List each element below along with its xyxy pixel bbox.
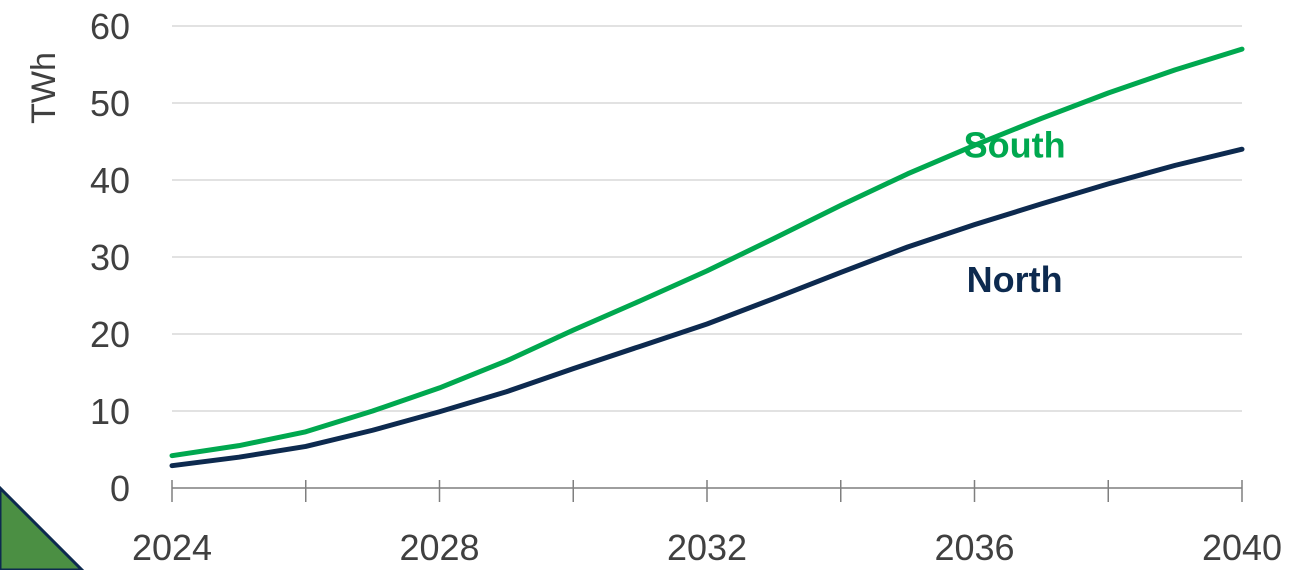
x-axis bbox=[171, 480, 1243, 502]
decorative-corner-triangle bbox=[0, 485, 85, 570]
y-tick-label: 10 bbox=[90, 391, 130, 432]
x-tick-label: 2032 bbox=[667, 527, 747, 568]
x-tick-label: 2028 bbox=[399, 527, 479, 568]
y-tick-label: 40 bbox=[90, 160, 130, 201]
y-tick-label: 60 bbox=[90, 6, 130, 47]
series-line-north bbox=[169, 146, 1245, 469]
y-axis-tick-labels: 0 10 20 30 40 50 60 bbox=[90, 6, 130, 509]
series-label-south: South bbox=[964, 124, 1066, 165]
x-axis-tick-labels: 2024 2028 2032 2036 2040 bbox=[132, 527, 1282, 568]
y-axis-label: TWh bbox=[25, 52, 63, 124]
gridlines bbox=[172, 25, 1242, 412]
series-label-north: North bbox=[967, 259, 1063, 300]
series-lines bbox=[169, 46, 1245, 469]
y-tick-label: 30 bbox=[90, 237, 130, 278]
y-tick-label: 0 bbox=[110, 468, 130, 509]
y-tick-label: 50 bbox=[90, 83, 130, 124]
x-tick-label: 2024 bbox=[132, 527, 212, 568]
x-tick-label: 2036 bbox=[934, 527, 1014, 568]
x-tick-label: 2040 bbox=[1202, 527, 1282, 568]
series-line-south bbox=[169, 46, 1245, 459]
y-tick-label: 20 bbox=[90, 314, 130, 355]
